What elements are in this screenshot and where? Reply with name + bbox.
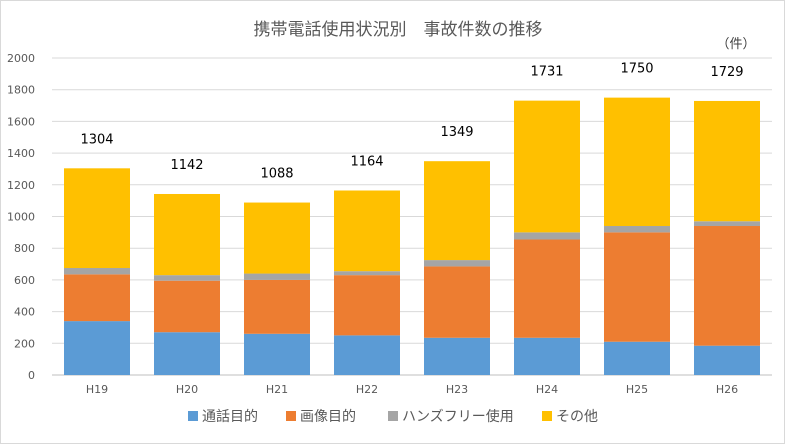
bar-H25-series-1 (604, 232, 670, 342)
legend-swatch-3 (542, 411, 552, 421)
x-tick-label-H25: H25 (626, 383, 648, 396)
bar-H20-series-1 (154, 280, 220, 333)
total-label-H20: 1142 (170, 158, 203, 173)
bar-H21-series-3 (244, 202, 310, 274)
y-tick-label: 800 (14, 242, 35, 255)
total-label-H23: 1349 (440, 125, 473, 140)
total-label-H21: 1088 (260, 167, 293, 182)
y-tick-label: 400 (14, 306, 35, 319)
total-labels: 1304 1142 1088 1164 1349 1731 1750 1729 (80, 62, 743, 182)
legend-swatch-2 (388, 411, 398, 421)
bar-H19-series-2 (64, 268, 130, 275)
bar-H25-series-3 (604, 97, 670, 227)
bar-H24-series-3 (514, 100, 580, 233)
x-tick-label-H21: H21 (266, 383, 288, 396)
x-axis: H19 H20 H21 H22 H23 H24 H25 H26 (86, 383, 738, 396)
bar-H26-series-2 (694, 221, 760, 227)
x-tick-label-H19: H19 (86, 383, 108, 396)
bar-H21-series-1 (244, 279, 310, 334)
bar-H22-series-2 (334, 271, 400, 276)
y-tick-label: 1200 (7, 179, 35, 192)
total-label-H25: 1750 (620, 62, 653, 77)
bar-H19-series-1 (64, 274, 130, 322)
bar-H19-series-3 (64, 168, 130, 269)
bar-H24-series-0 (514, 337, 580, 375)
bar-H23-series-2 (424, 260, 490, 267)
y-tick-label: 600 (14, 274, 35, 287)
bar-H25-series-0 (604, 341, 670, 375)
legend-swatch-1 (286, 411, 296, 421)
bar-H23-series-0 (424, 337, 490, 375)
bar-H20-series-3 (154, 193, 220, 276)
total-label-H26: 1729 (710, 65, 743, 80)
y-tick-label: 1800 (7, 84, 35, 97)
bar-H21-series-0 (244, 333, 310, 375)
x-tick-label-H20: H20 (176, 383, 198, 396)
bar-H26-series-1 (694, 226, 760, 346)
total-label-H24: 1731 (530, 65, 563, 80)
y-tick-label: 0 (28, 369, 35, 382)
bar-H23-series-1 (424, 266, 490, 338)
x-tick-label-H23: H23 (446, 383, 468, 396)
x-tick-label-H22: H22 (356, 383, 378, 396)
y-axis: 0 200 400 600 800 1000 1200 1400 1600 1800 2000 (7, 52, 35, 382)
bar-H20-series-2 (154, 275, 220, 281)
legend-label-0: 通話目的 (202, 408, 258, 425)
bar-H25-series-2 (604, 226, 670, 233)
y-tick-label: 2000 (7, 52, 35, 65)
legend-label-1: 画像目的 (300, 409, 356, 425)
bar-H26-series-0 (694, 345, 760, 375)
unit-label: （件） (716, 37, 755, 52)
bar-H24-series-1 (514, 239, 580, 338)
bar-H24-series-2 (514, 232, 580, 240)
y-tick-label: 1400 (7, 147, 35, 160)
chart-title: 携帯電話使用状況別 事故件数の推移 (254, 19, 543, 40)
x-tick-label-H26: H26 (716, 383, 738, 396)
y-tick-label: 1000 (7, 211, 35, 224)
y-tick-label: 200 (14, 337, 35, 350)
bar-H22-series-3 (334, 190, 400, 272)
bars (64, 97, 760, 375)
bar-H20-series-0 (154, 332, 220, 375)
total-label-H22: 1164 (350, 155, 383, 170)
bar-H22-series-1 (334, 275, 400, 336)
bar-H21-series-2 (244, 273, 310, 280)
total-label-H19: 1304 (80, 132, 113, 147)
bar-H23-series-3 (424, 161, 490, 261)
legend-swatch-0 (188, 411, 198, 421)
legend-label-3: その他 (556, 409, 598, 425)
y-tick-label: 1600 (7, 115, 35, 128)
x-tick-label-H24: H24 (536, 383, 558, 396)
legend-label-2: ハンズフリー使用 (402, 408, 514, 425)
legend: 通話目的 画像目的 ハンズフリー使用 その他 (188, 408, 598, 425)
bar-H19-series-0 (64, 321, 130, 375)
bar-H22-series-0 (334, 335, 400, 375)
bar-H26-series-3 (694, 100, 760, 222)
